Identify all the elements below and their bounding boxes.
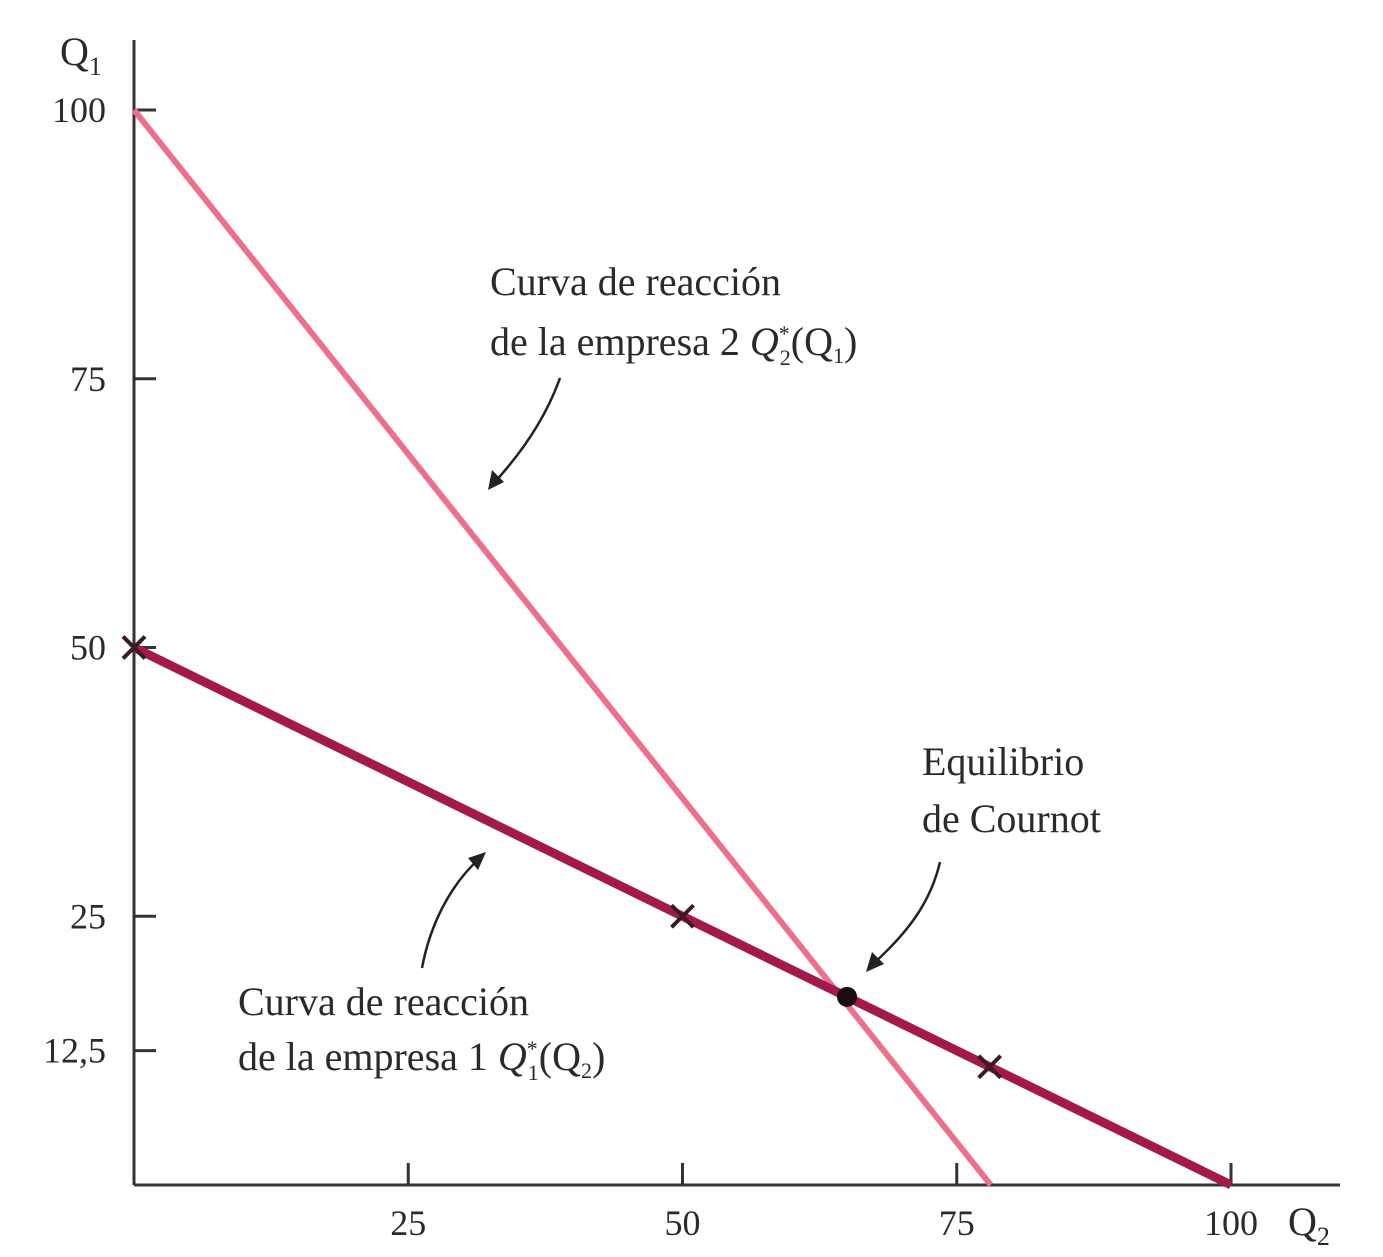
tick-labels: 25 50 75 100 12,5 25 50 75 100 — [43, 90, 1258, 1243]
y-tick-label: 25 — [70, 896, 106, 936]
x-marker — [121, 635, 147, 660]
y-tick-label: 75 — [70, 359, 106, 399]
annotation-firm1-line1: Curva de reacción — [238, 979, 529, 1024]
x-tick-label: 50 — [665, 1203, 701, 1243]
markers — [121, 635, 1003, 1080]
annotation-equilibrium-line2: de Cournot — [922, 796, 1101, 841]
annotation-equilibrium-line1: Equilibrio — [922, 739, 1084, 784]
annotation-firm2-line2: de la empresa 2 Q* 2(Q1) — [490, 319, 857, 370]
annotation-equilibrium: Equilibrio de Cournot — [866, 739, 1101, 972]
annotation-firm1: Curva de reacción de la empresa 1 Q* 1(Q2… — [238, 852, 605, 1085]
equilibrium-point — [837, 986, 858, 1007]
x-marker — [670, 903, 695, 929]
annotation-equilibrium-arrow — [871, 861, 942, 966]
x-axis-label: Q2 — [1288, 1199, 1330, 1251]
y-tick-label: 100 — [52, 90, 106, 130]
annotation-firm1-arrow — [420, 857, 481, 969]
y-tick-label: 50 — [70, 628, 106, 668]
annotation-firm2: Curva de reacción de la empresa 2 Q* 2(Q1… — [488, 259, 857, 490]
annotation-firm1-line2: de la empresa 1 Q* 1(Q2) — [238, 1034, 605, 1085]
annotation-firm2-line1: Curva de reacción — [490, 259, 781, 304]
y-axis-label: Q1 — [60, 29, 102, 81]
y-tick-label: 12,5 — [43, 1031, 106, 1071]
x-tick-label: 25 — [390, 1203, 426, 1243]
x-marker — [977, 1054, 1003, 1080]
annotation-firm2-arrowhead — [488, 470, 504, 490]
annotation-equilibrium-arrowhead — [866, 952, 884, 972]
axes — [132, 40, 1340, 1187]
annotation-firm2-arrow — [491, 377, 562, 486]
x-tick-label: 100 — [1204, 1203, 1258, 1243]
annotation-firm1-arrowhead — [468, 852, 486, 870]
x-tick-label: 75 — [939, 1203, 975, 1243]
